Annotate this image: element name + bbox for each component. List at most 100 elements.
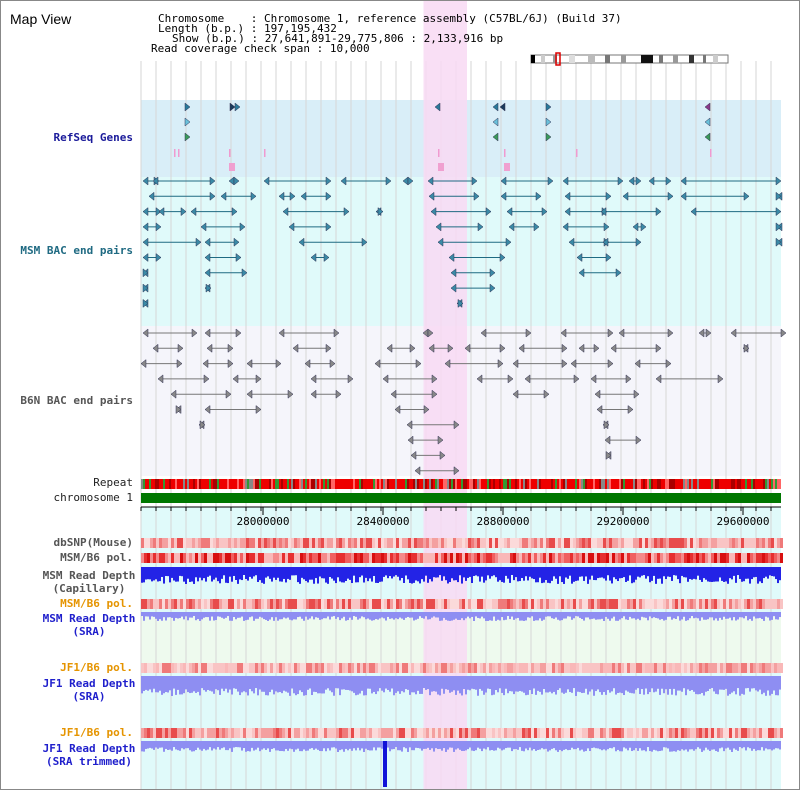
jf1-b6-pol-label-2[interactable]: JF1/B6 pol. bbox=[60, 726, 133, 739]
msm-depth-capillary-bar bbox=[507, 567, 509, 579]
dbsnp-label[interactable]: dbSNP(Mouse) bbox=[53, 536, 133, 549]
jf1-depth-sra-bar bbox=[637, 676, 639, 689]
jf1-pol-strip-2 bbox=[303, 728, 306, 738]
repeat-mark bbox=[457, 479, 459, 489]
msm-bac-pair-end bbox=[288, 222, 295, 232]
dbsnp-strip bbox=[645, 538, 648, 548]
jf1-depth-trimmed-bar bbox=[367, 741, 369, 751]
repeat-mark bbox=[609, 479, 611, 489]
jf1-b6-pol-label[interactable]: JF1/B6 pol. bbox=[60, 661, 133, 674]
jf1-pol-strip bbox=[525, 663, 528, 673]
repeat-mark bbox=[483, 479, 485, 489]
jf1-pol-strip-2 bbox=[462, 728, 465, 738]
jf1-depth-sra-label[interactable]: JF1 Read Depth (SRA) bbox=[42, 677, 136, 703]
msm-pol-strip-2 bbox=[552, 599, 555, 609]
dbsnp-strip bbox=[525, 538, 528, 548]
msm-pol-strip bbox=[501, 553, 504, 563]
jf1-depth-trimmed-bar bbox=[571, 741, 573, 748]
jf1-depth-sra-bar bbox=[563, 676, 565, 694]
jf1-depth-trimmed-bar bbox=[313, 741, 315, 750]
msm-pol-strip-2 bbox=[636, 599, 639, 609]
msm-bac-label[interactable]: MSM BAC end pairs bbox=[20, 244, 133, 257]
jf1-depth-trimmed-bar bbox=[497, 741, 499, 748]
ideogram-band bbox=[641, 55, 653, 63]
msm-b6-pol-label[interactable]: MSM/B6 pol. bbox=[60, 551, 133, 564]
msm-pol-strip bbox=[615, 553, 618, 563]
b6n-bac-pair-end bbox=[780, 328, 787, 338]
jf1-pol-strip bbox=[321, 663, 324, 673]
repeat-mark bbox=[389, 479, 391, 489]
dbsnp-strip bbox=[708, 538, 711, 548]
jf1-pol-strip-2 bbox=[567, 728, 570, 738]
jf1-pol-strip-2 bbox=[636, 728, 639, 738]
b6n-bac-pair-end bbox=[561, 343, 568, 353]
jf1-pol-strip bbox=[639, 663, 642, 673]
jf1-depth-sra-bar bbox=[459, 676, 461, 694]
dbsnp-strip bbox=[519, 538, 522, 548]
jf1-depth-sra-bar bbox=[477, 676, 479, 696]
repeat-mark bbox=[481, 479, 483, 489]
msm-depth-sra-bar bbox=[679, 612, 681, 621]
jf1-depth-trimmed-bar bbox=[269, 741, 271, 752]
msm-pol-strip bbox=[507, 553, 510, 563]
msm-bac-pair-end bbox=[603, 222, 610, 232]
repeat-mark bbox=[533, 479, 535, 489]
msm-depth-sra-bar bbox=[439, 612, 441, 621]
b6n-bac-label[interactable]: B6N BAC end pairs bbox=[20, 394, 133, 407]
jf1-pol-strip-2 bbox=[756, 728, 759, 738]
jf1-pol-strip bbox=[753, 663, 756, 673]
msm-pol-strip bbox=[225, 553, 228, 563]
jf1-depth-sra-bar bbox=[187, 676, 189, 693]
refseq-label[interactable]: RefSeq Genes bbox=[53, 131, 133, 144]
jf1-depth-sra-bar bbox=[359, 676, 361, 694]
jf1-pol-strip-2 bbox=[525, 728, 528, 738]
b6n-bac-pair-end bbox=[246, 359, 253, 369]
dbsnp-strip bbox=[210, 538, 213, 548]
jf1-depth-trimmed-bar bbox=[713, 741, 715, 750]
jf1-pol-strip bbox=[591, 663, 594, 673]
jf1-pol-strip-2 bbox=[519, 728, 522, 738]
jf1-pol-strip-2 bbox=[708, 728, 711, 738]
repeat-mark bbox=[593, 479, 595, 489]
msm-depth-capillary-bar bbox=[329, 567, 331, 577]
jf1-depth-trimmed-label[interactable]: JF1 Read Depth (SRA trimmed) bbox=[42, 742, 136, 768]
msm-depth-sra-bar bbox=[469, 612, 471, 619]
msm-depth-capillary-bar bbox=[611, 567, 613, 584]
b6n-bac-pair-end bbox=[157, 374, 164, 384]
msm-depth-sra-bar bbox=[727, 612, 729, 619]
jf1-pol-strip-2 bbox=[444, 728, 447, 738]
jf1-depth-sra-bar bbox=[577, 676, 579, 692]
jf1-depth-trimmed-bar bbox=[751, 741, 753, 751]
msm-bac-pair-end bbox=[239, 222, 246, 232]
jf1-depth-sra-bar bbox=[351, 676, 353, 692]
jf1-depth-trimmed-bar bbox=[205, 741, 207, 751]
axis-tick-label: 28400000 bbox=[357, 515, 410, 528]
repeat-mark bbox=[643, 479, 645, 489]
msm-depth-sra-bar bbox=[749, 612, 751, 619]
msm-depth-capillary-bar bbox=[579, 567, 581, 577]
jf1-depth-trimmed-bar bbox=[235, 741, 237, 748]
jf1-pol-strip-2 bbox=[192, 728, 195, 738]
msm-bac-pair-end bbox=[450, 283, 457, 293]
b6n-bac-pair-end bbox=[610, 343, 617, 353]
msm-depth-sra-bar bbox=[681, 612, 683, 620]
msm-bac-pair-end bbox=[635, 176, 642, 186]
msm-pol-strip bbox=[519, 553, 522, 563]
jf1-pol-strip bbox=[399, 663, 402, 673]
jf1-depth-trimmed-bar bbox=[153, 741, 155, 750]
b6n-bac-pair-end bbox=[423, 404, 430, 415]
msm-depth-sra-label[interactable]: MSM Read Depth (SRA) bbox=[42, 612, 136, 638]
msm-depth-sra-bar bbox=[777, 612, 779, 620]
dbsnp-strip bbox=[495, 538, 498, 548]
msm-depth-capillary-bar bbox=[719, 567, 721, 578]
msm-pol-strip bbox=[672, 553, 675, 563]
jf1-depth-sra-bar bbox=[475, 676, 477, 690]
refseq-exon bbox=[438, 149, 440, 157]
msm-depth-capillary-label[interactable]: MSM Read Depth (Capillary) bbox=[42, 569, 136, 595]
jf1-pol-strip-2 bbox=[630, 728, 633, 738]
msm-pol-strip bbox=[432, 553, 435, 563]
dbsnp-strip bbox=[351, 538, 354, 548]
jf1-depth-sra-bar bbox=[505, 676, 507, 689]
msm-pol-strip bbox=[357, 553, 360, 563]
msm-b6-pol-label-2[interactable]: MSM/B6 pol. bbox=[60, 597, 133, 610]
